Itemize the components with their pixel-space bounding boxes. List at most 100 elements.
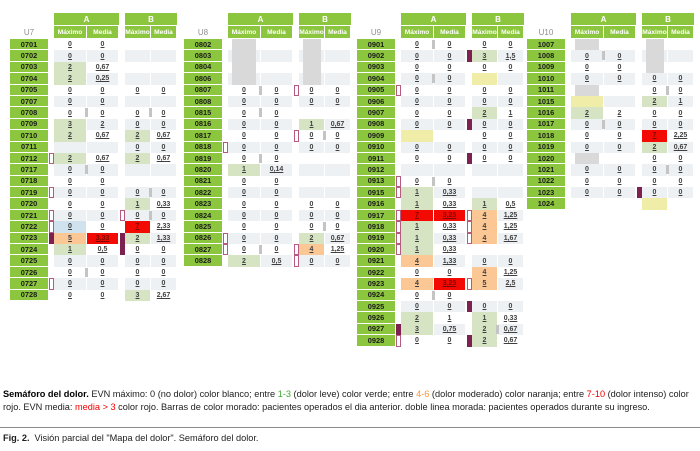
row-label: 0920: [357, 244, 395, 256]
cell-a-maximo: 1: [228, 164, 261, 176]
cell-a-media: 0: [434, 61, 466, 74]
cell-b-media: 0: [325, 84, 351, 96]
row-label: 1021: [527, 164, 565, 176]
cell-a-media: 0: [261, 232, 293, 245]
unit-label: U10: [538, 28, 554, 37]
cell-a-maximo: 1: [401, 187, 434, 199]
cell-a-media: 0: [261, 198, 293, 210]
cell-a-media: 0: [434, 300, 466, 313]
cell-b-media: [668, 198, 694, 210]
cell-b-media: 1,25: [498, 209, 524, 222]
cell-a-maximo: 2: [54, 61, 87, 74]
cell-a-media: 0: [434, 50, 466, 62]
row-label: 0724: [10, 244, 48, 256]
surgery-bar-double: [466, 232, 472, 245]
gray-separator-bar: [323, 222, 326, 232]
row-label: 0825: [184, 221, 222, 233]
header-b-media: Media: [498, 26, 524, 38]
gray-separator-bar: [149, 210, 152, 220]
cell-a-media: 0: [87, 266, 119, 279]
row-label: 0916: [357, 198, 395, 210]
cell-b-maximo: [299, 61, 325, 74]
column-group-b-header: B: [642, 13, 694, 25]
cell-a-media: 0: [604, 61, 636, 74]
cell-a-media: 0,33: [434, 221, 466, 233]
row-label: 0821: [184, 175, 222, 188]
bar-slot-b: [293, 84, 299, 96]
bar-slot-a: [48, 232, 54, 245]
column-group-a-header: A: [401, 13, 466, 25]
cell-a-media: 0: [434, 95, 466, 108]
header-b-media: Media: [151, 26, 177, 38]
cell-a-maximo: 0: [54, 187, 87, 199]
cell-b-media: 0,5: [498, 198, 524, 210]
cell-a-maximo: 0: [228, 198, 261, 210]
gray-block: [232, 39, 256, 51]
bar-slot-a: [48, 187, 54, 199]
cell-a-maximo: 0: [54, 164, 88, 176]
row-label: 0708: [10, 107, 48, 119]
cell-a-maximo: 0: [228, 95, 261, 108]
column-group-b-header: B: [125, 13, 177, 25]
row-label: 0725: [10, 255, 48, 267]
cell-b-media: 2,5: [498, 278, 524, 290]
surgery-bar-double: [395, 209, 401, 222]
header-a-maximo: Máximo: [401, 26, 434, 38]
cell-b-maximo: [642, 198, 668, 210]
cell-a-media: 0,33: [434, 198, 466, 210]
cell-a-media: 0: [434, 152, 466, 165]
column-group-a-header: A: [54, 13, 119, 25]
cell-b-maximo: 7: [125, 221, 151, 233]
cell-a-maximo: 2: [54, 73, 87, 85]
cell-b-media: 0,67: [151, 152, 177, 165]
cell-a-maximo: 0: [571, 130, 604, 142]
gray-separator-bar: [85, 165, 88, 175]
cell-a-maximo: 1: [401, 198, 434, 210]
cell-b-media: [325, 73, 351, 85]
cell-a-media: 0: [87, 84, 119, 96]
cell-a-media: 0: [261, 175, 293, 188]
pain-map-tables: A B U7 Máximo Media Máximo Media 0701 0 0 0702 0 0 07…: [10, 13, 694, 347]
cell-b-maximo: [472, 187, 498, 199]
caption-segment: (dolor leve) color verde; entre: [290, 389, 417, 399]
cell-a-maximo: 0: [401, 39, 435, 51]
gray-block: [302, 50, 321, 62]
cell-a-maximo: 0: [228, 84, 262, 96]
cell-b-media: [151, 39, 177, 51]
cell-a-maximo: 0: [401, 118, 434, 131]
cell-b-maximo: [125, 164, 151, 176]
gray-separator-bar: [259, 108, 262, 118]
row-label: 0707: [10, 95, 48, 108]
row-label: 0826: [184, 232, 222, 245]
cell-b-media: [498, 244, 524, 256]
cell-b-media: [498, 187, 524, 199]
gray-block: [575, 84, 599, 96]
row-label: 0922: [357, 266, 395, 279]
cell-a-maximo: 0: [228, 175, 261, 188]
cell-b-maximo: 1: [125, 198, 151, 210]
row-label: 1010: [527, 73, 565, 85]
cell-a-media: [604, 95, 636, 108]
cell-b-maximo: 2: [472, 323, 499, 336]
cell-b-media: 0: [325, 209, 351, 222]
gray-separator-bar: [432, 40, 435, 49]
cell-a-maximo: [571, 152, 604, 165]
bar-slot-a: [395, 221, 401, 233]
row-label: 0815: [184, 107, 222, 119]
surgery-bar-solid: [466, 300, 472, 313]
cell-b-maximo: 0: [642, 164, 669, 176]
cell-a-media: 3,33: [87, 232, 119, 245]
cell-b-media: 0: [668, 187, 694, 199]
cell-b-media: 1,25: [498, 221, 524, 233]
gray-block: [575, 152, 599, 165]
cell-b-media: [151, 61, 177, 74]
bar-slot-a: [395, 335, 401, 347]
cell-b-media: 0: [668, 118, 694, 131]
cell-b-maximo: 0: [642, 73, 668, 85]
gray-separator-bar: [149, 188, 152, 198]
cell-a-media: 0,5: [261, 255, 293, 267]
cell-a-media: 0: [87, 198, 119, 210]
cell-a-media: 2: [87, 118, 119, 131]
gray-separator-bar: [602, 119, 605, 129]
cell-b-media: [151, 73, 177, 85]
